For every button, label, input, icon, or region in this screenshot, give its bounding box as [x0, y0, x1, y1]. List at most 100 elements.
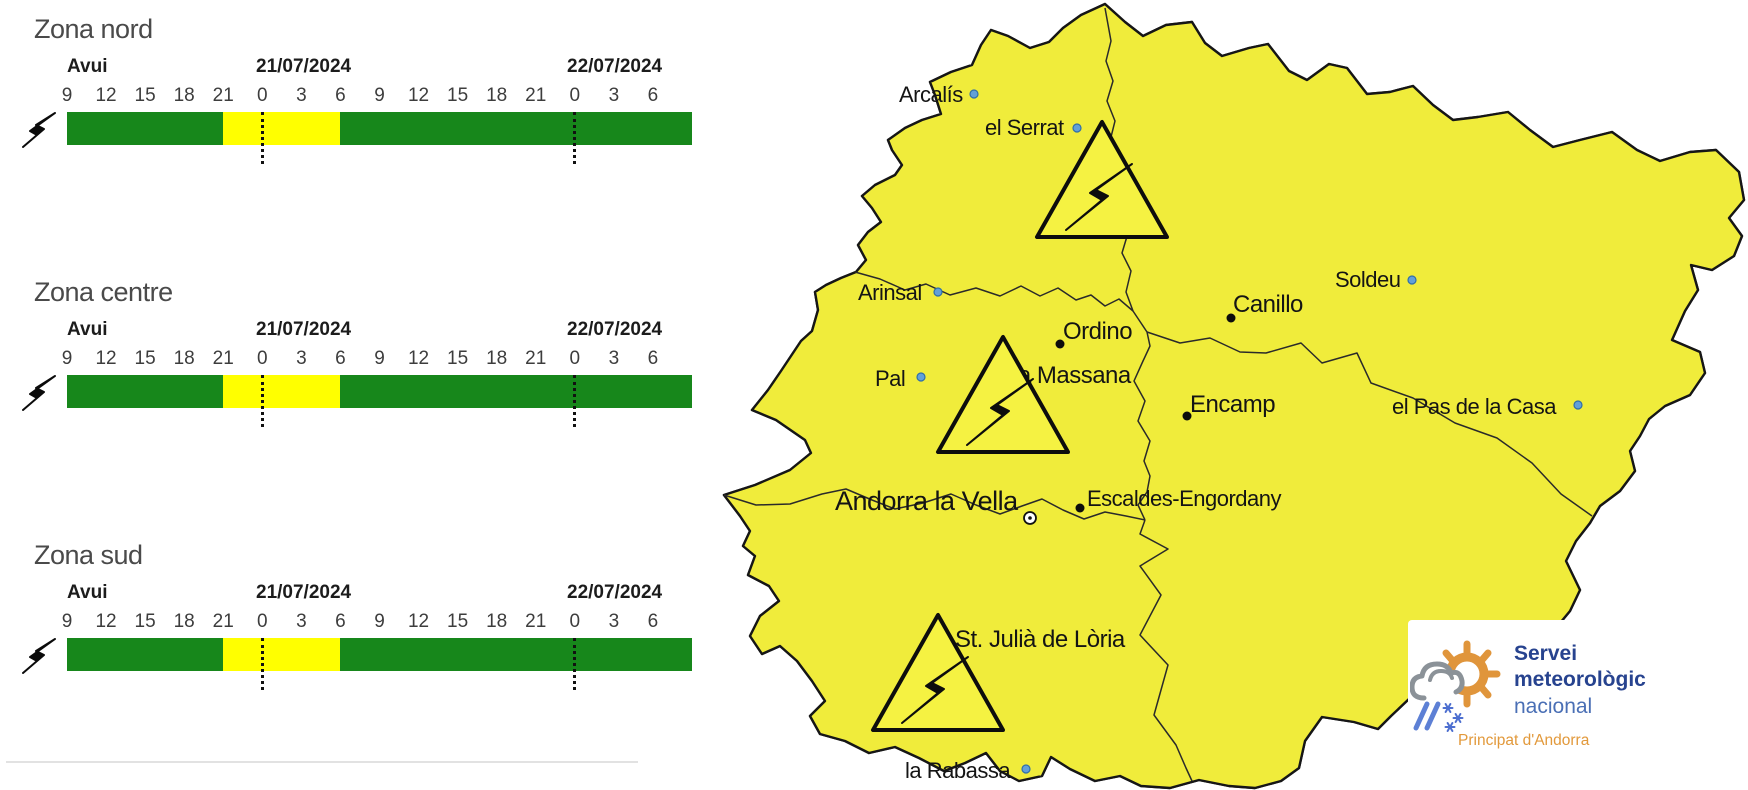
tick-label: 9	[374, 611, 385, 632]
date-label: 22/07/2024	[567, 582, 663, 603]
bar-segment-yellow	[223, 375, 341, 408]
tick-label: 0	[569, 348, 581, 369]
tick-label: 3	[296, 348, 307, 369]
tick-label: 12	[95, 348, 117, 369]
map-place-marker-dot	[1407, 275, 1417, 285]
zone-title: Zona nord	[34, 14, 153, 44]
bar-segment-green	[340, 112, 692, 145]
tick-label: 0	[257, 85, 268, 106]
bar-segment-green	[67, 112, 224, 145]
map-place-marker-dot	[933, 287, 943, 297]
map-place-label: Soldeu	[1335, 267, 1401, 292]
tick-label: 6	[335, 348, 346, 369]
midnight-gridline	[260, 638, 264, 690]
logo-title-line1: Servei	[1514, 642, 1578, 665]
tick-label: 18	[486, 348, 508, 369]
bar-segment-green	[67, 638, 224, 671]
tick-label: 3	[296, 611, 307, 632]
tick-label: 21	[212, 611, 234, 632]
map-place-label: Encamp	[1190, 391, 1275, 418]
tick-label: 9	[61, 85, 73, 106]
bar-segment-green	[67, 375, 224, 408]
tick-label: 18	[173, 85, 195, 106]
map-place-marker-dot	[969, 89, 979, 99]
tick-label: 21	[525, 85, 547, 106]
logo-subtitle: Principat d'Andorra	[1458, 732, 1590, 749]
tick-label: 0	[257, 611, 268, 632]
tick-label: 12	[407, 611, 430, 632]
lightning-bolt-icon	[22, 110, 62, 154]
bar-segment-yellow	[223, 638, 341, 671]
map-place-marker-dot	[1021, 764, 1031, 774]
tick-label: 18	[486, 85, 508, 106]
capital-marker-dot	[1028, 516, 1032, 520]
tick-label: 6	[647, 611, 659, 632]
map-place-marker-dot	[1226, 313, 1236, 323]
tick-label: 6	[647, 348, 659, 369]
tick-label: 15	[447, 348, 469, 369]
tick-label: 18	[173, 611, 195, 632]
warning-level-bar	[67, 112, 692, 145]
tick-label: 18	[173, 348, 195, 369]
tick-label: 3	[608, 348, 620, 369]
today-label: Avui	[67, 56, 108, 77]
tick-label: 12	[95, 611, 117, 632]
timeline-zone: Zona sud Avui 21/07/2024 22/07/2024 9 12 15 18 2…	[0, 540, 692, 720]
map-place-marker-dot	[1072, 123, 1082, 133]
tick-label: 21	[212, 348, 234, 369]
tick-label: 3	[608, 85, 620, 106]
map-place-label: la Rabassa	[905, 758, 1011, 783]
tick-label: 9	[61, 348, 73, 369]
tick-label: 6	[647, 85, 659, 106]
tick-label: 18	[486, 611, 508, 632]
midnight-gridline	[260, 375, 264, 427]
date-label: 22/07/2024	[567, 319, 663, 340]
tick-label: 12	[407, 348, 430, 369]
map-place-label: Andorra la Vella	[835, 486, 1019, 516]
midnight-gridline	[260, 112, 264, 164]
lightning-bolt-icon	[22, 636, 62, 680]
timeline-zone: Zona centre Avui 21/07/2024 22/07/2024 9 12 15…	[0, 277, 692, 457]
tick-label: 21	[525, 348, 547, 369]
zone-title: Zona sud	[34, 540, 143, 570]
date-label: 22/07/2024	[567, 56, 663, 77]
tick-label: 15	[134, 85, 156, 106]
map-place-marker-dot	[1182, 411, 1192, 421]
lightning-bolt-icon	[22, 373, 62, 417]
map-place-label: el Serrat	[985, 115, 1064, 140]
map-place-label: Escaldes-Engordany	[1087, 486, 1282, 511]
logo-title-line2: meteorològic	[1514, 668, 1646, 691]
map-place-label: St. Julià de Lòria	[955, 626, 1126, 653]
midnight-gridline	[573, 638, 577, 690]
tick-label: 6	[335, 611, 346, 632]
tick-label: 15	[447, 85, 469, 106]
bar-segment-green	[340, 375, 692, 408]
tick-label: 15	[134, 348, 156, 369]
tick-label: 21	[525, 611, 547, 632]
tick-label: 12	[407, 85, 430, 106]
tick-label: 12	[95, 85, 117, 106]
date-label: 21/07/2024	[256, 319, 352, 340]
map-place-label: Ordino	[1063, 318, 1132, 345]
bar-segment-yellow	[223, 112, 341, 145]
date-label: 21/07/2024	[256, 56, 352, 77]
tick-label: 9	[374, 348, 385, 369]
tick-label: 9	[374, 85, 385, 106]
warning-level-bar	[67, 638, 692, 671]
tick-label: 6	[335, 85, 346, 106]
tick-label: 9	[61, 611, 73, 632]
tick-label: 15	[447, 611, 469, 632]
map-place-label: Canillo	[1233, 291, 1303, 318]
map-place-marker-dot	[916, 372, 926, 382]
tick-label: 15	[134, 611, 156, 632]
today-label: Avui	[67, 319, 108, 340]
map-place-marker-dot	[1075, 503, 1085, 513]
map-place-label: Arinsal	[858, 280, 922, 305]
zone-title: Zona centre	[34, 277, 173, 307]
map-place-label: Arcalís	[899, 82, 963, 107]
timeline-zone: Zona nord Avui 21/07/2024 22/07/2024 9 12 15 18…	[0, 14, 692, 194]
map-place-marker-dot	[1573, 400, 1583, 410]
midnight-gridline	[573, 112, 577, 164]
bar-segment-green	[340, 638, 692, 671]
map-place-label: el Pas de la Casa	[1392, 394, 1557, 419]
